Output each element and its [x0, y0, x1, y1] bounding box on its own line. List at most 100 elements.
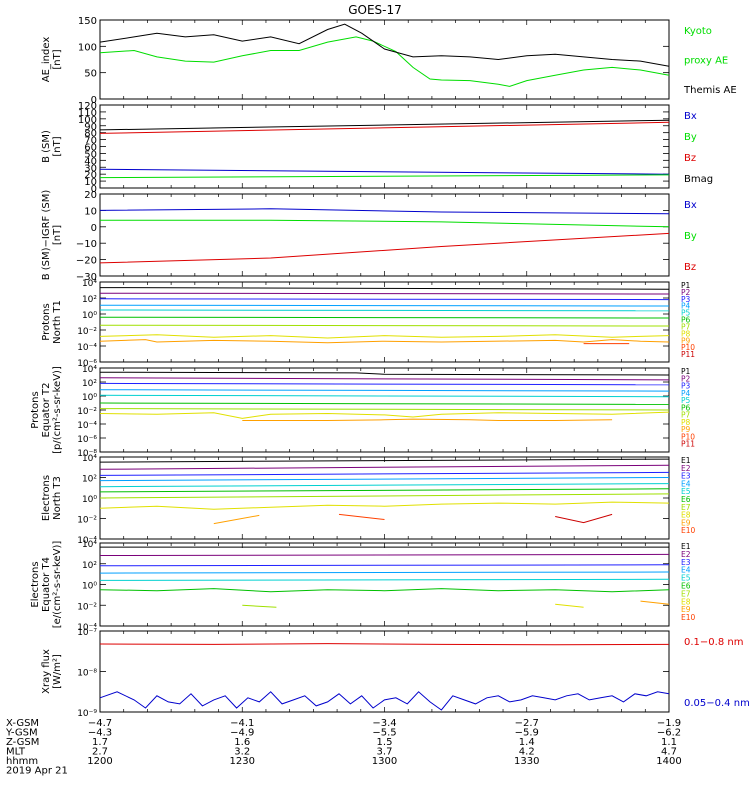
x-axis-value: 1.4: [519, 737, 535, 748]
y-tick-label: 10²: [82, 561, 97, 571]
y-tick-label: −30: [76, 272, 97, 283]
x-axis-value: 4.7: [661, 747, 677, 758]
y-tick-label: 10⁴: [82, 540, 97, 550]
y-tick-label: 50: [84, 69, 97, 80]
y-tick-label: 80: [84, 129, 97, 140]
y-tick-label: 110: [78, 108, 97, 119]
figure-title: GOES-17: [348, 3, 402, 17]
y-tick-label: 50: [84, 149, 97, 160]
x-axis-value: −5.9: [515, 728, 539, 739]
series-p3: [99, 382, 670, 386]
series-bz: [99, 121, 670, 134]
y-tick-label: 10²: [82, 475, 97, 485]
legend-entry: 0.1−0.8 nm: [684, 637, 743, 648]
y-tick-label: 70: [84, 136, 97, 147]
x-axis-value: −1.9: [657, 718, 681, 729]
legend-entry: P5: [681, 309, 691, 318]
series-by: [99, 174, 670, 179]
date-label: 2019 Apr 21: [6, 766, 68, 777]
legend-entry: P10: [681, 343, 695, 352]
series-e5: [99, 483, 670, 488]
legend-entry: Bx: [684, 200, 697, 211]
legend-entry: P9: [681, 425, 691, 434]
y-tick-label: 90: [84, 122, 97, 133]
y-tick-label: 10: [84, 177, 97, 188]
x-axis-value: 1.6: [234, 737, 250, 748]
legend-entry: P8: [681, 418, 691, 427]
x-axis-row-label: X-GSM: [6, 718, 39, 729]
x-axis-value: −4.1: [230, 718, 254, 729]
y-tick-label: 10⁻⁴: [77, 623, 97, 633]
legend-entry: P4: [681, 302, 691, 311]
legend-entry: P3: [681, 295, 691, 304]
x-axis-value: −3.4: [372, 718, 396, 729]
legend-entry: P6: [681, 403, 691, 412]
series-e7: [99, 493, 670, 499]
series-p9: [242, 418, 613, 421]
series-e3: [99, 471, 670, 476]
y-axis-label: Protons: [30, 391, 41, 428]
legend-entry: E9: [681, 605, 691, 614]
series-p5: [99, 394, 670, 398]
y-tick-label: 10⁻⁶: [77, 435, 97, 445]
legend-entry: P3: [681, 382, 691, 391]
y-axis-label: North T1: [52, 300, 63, 344]
legend-entry: E6: [681, 582, 691, 591]
x-axis-value: 2.7: [92, 747, 108, 758]
legend-entry: P4: [681, 389, 691, 398]
series-p4: [99, 389, 670, 392]
series-bx: [99, 208, 670, 215]
panel-7: 10⁻⁴ 10⁻² 10⁰ 10² 10⁴ Electrons Equator T4 [e/(…: [30, 540, 696, 633]
y-axis-label: B (SM)−IGRF (SM): [41, 190, 52, 281]
y-tick-label: 10⁰: [82, 311, 97, 321]
y-tick-label: 30: [84, 163, 97, 174]
y-tick-label: 10⁻⁶: [77, 359, 97, 369]
x-axis-value: −4.9: [230, 728, 254, 739]
legend-entry: E5: [681, 487, 691, 496]
series-p2: [99, 377, 670, 381]
y-tick-label: 0: [91, 95, 97, 106]
legend-entry: E4: [681, 566, 691, 575]
legend-entry: Bx: [684, 111, 697, 122]
y-axis-label: Equator T4: [41, 557, 52, 612]
y-tick-label: 40: [84, 156, 97, 167]
y-axis-label: Electrons: [30, 561, 41, 607]
legend-entry: E7: [681, 589, 691, 598]
x-axis-table: X-GSM −4.7 −4.1 −3.4 −2.7 −1.9 Y-GSM −4.3 −4.9 −5…: [5, 718, 682, 777]
y-tick-label: 100: [78, 115, 97, 126]
legend-entry: E4: [681, 479, 691, 488]
legend-entry: P10: [681, 432, 695, 441]
y-tick-label: 100: [78, 42, 97, 53]
x-axis-value: 1230: [230, 756, 255, 767]
legend-entry: E10: [681, 526, 696, 535]
legend-entry: P5: [681, 396, 691, 405]
y-axis-label: Electrons: [41, 475, 52, 521]
legend-entry: Bz: [684, 153, 696, 164]
series-p9: [99, 339, 670, 344]
legend-entry: P1: [681, 281, 691, 290]
x-axis-value: −2.7: [515, 718, 539, 729]
legend-entry: By: [684, 132, 697, 143]
y-tick-label: 10⁻⁷: [77, 628, 97, 638]
legend-entry: P8: [681, 329, 691, 338]
y-tick-label: 20: [84, 190, 97, 201]
legend-entry: P11: [681, 440, 695, 449]
series-bx: [99, 168, 670, 175]
legend-entry: E9: [681, 518, 691, 527]
panel-4: 10⁻⁶ 10⁻⁴ 10⁻² 10⁰ 10² 10⁴ Protons North T1 P1P2…: [41, 279, 695, 369]
legend-entry: E2: [681, 464, 691, 473]
panel-3: −30 −20 −10 0 10 20 B (SM)−IGRF (SM) [nT] Bx By Bz: [41, 190, 697, 283]
legend-entry: Bz: [684, 262, 696, 273]
series-0-05-0-4-nm: [99, 691, 670, 711]
y-tick-label: 120: [78, 101, 97, 112]
y-axis-label: [p/(cm²-s-sr-keV)]: [52, 366, 63, 454]
legend-entry: E8: [681, 511, 691, 520]
legend-entry: P1: [681, 367, 691, 376]
x-axis-value: 1.1: [661, 737, 677, 748]
y-tick-label: 10⁻²: [77, 407, 97, 417]
series-e6: [99, 488, 670, 493]
x-axis-value: 3.2: [234, 747, 250, 758]
